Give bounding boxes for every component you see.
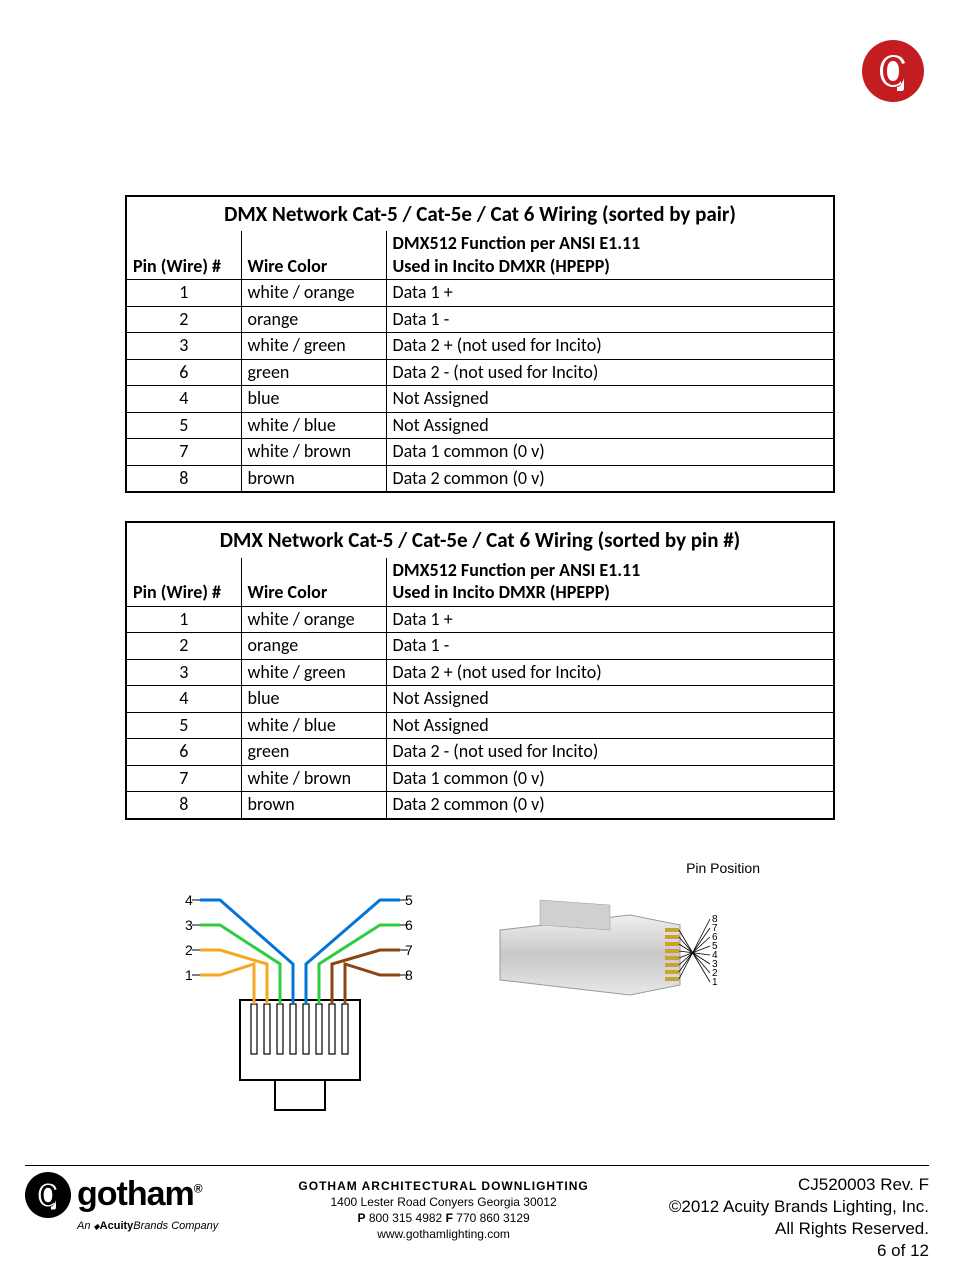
- footer-brand: gotham® An ◆AcuityBrands Company: [25, 1172, 218, 1232]
- function-cell: Data 2 + (not used for Incito): [386, 659, 834, 686]
- color-cell: white / blue: [241, 712, 386, 739]
- pin-cell: 6: [126, 739, 241, 766]
- color-cell: orange: [241, 306, 386, 333]
- acuity-tagline: An ◆AcuityBrands Company: [77, 1220, 218, 1232]
- gotham-logo-icon: [25, 1172, 71, 1218]
- gotham-wordmark: gotham®: [77, 1175, 202, 1214]
- table-row: 6greenData 2 - (not used for Incito): [126, 359, 834, 386]
- table-row: 2orangeData 1 -: [126, 633, 834, 660]
- pin-cell: 5: [126, 712, 241, 739]
- brand-logo-icon: [862, 40, 924, 102]
- pin-cell: 7: [126, 439, 241, 466]
- table-row: 8brownData 2 common (0 v): [126, 792, 834, 819]
- svg-text:5: 5: [405, 892, 413, 908]
- footer-address: GOTHAM ARCHITECTURAL DOWNLIGHTING 1400 L…: [298, 1172, 588, 1243]
- table-row: 1white / orangeData 1 +: [126, 606, 834, 633]
- color-cell: white / blue: [241, 412, 386, 439]
- function-cell: Data 1 common (0 v): [386, 765, 834, 792]
- function-cell: Not Assigned: [386, 686, 834, 713]
- main-content: DMX Network Cat-5 / Cat-5e / Cat 6 Wirin…: [125, 195, 835, 848]
- color-cell: blue: [241, 686, 386, 713]
- pin-cell: 1: [126, 606, 241, 633]
- color-cell: white / brown: [241, 765, 386, 792]
- pin-cell: 8: [126, 465, 241, 492]
- color-cell: green: [241, 739, 386, 766]
- svg-text:8: 8: [712, 914, 718, 925]
- color-cell: green: [241, 359, 386, 386]
- col-header: Wire Color: [241, 558, 386, 607]
- table-row: 7white / brownData 1 common (0 v): [126, 765, 834, 792]
- color-cell: brown: [241, 465, 386, 492]
- rj45-wiring-diagram: 1 2 3 4 5 6 7 8: [180, 850, 420, 1130]
- pin-cell: 2: [126, 633, 241, 660]
- function-cell: Not Assigned: [386, 712, 834, 739]
- pin-cell: 4: [126, 386, 241, 413]
- color-cell: white / green: [241, 333, 386, 360]
- color-cell: orange: [241, 633, 386, 660]
- col-header: DMX512 Function per ANSI E1.11Used in In…: [386, 558, 834, 607]
- svg-text:4: 4: [185, 892, 193, 908]
- table-row: 4blueNot Assigned: [126, 686, 834, 713]
- table-row: 2orangeData 1 -: [126, 306, 834, 333]
- color-cell: white / orange: [241, 280, 386, 307]
- col-header: DMX512 Function per ANSI E1.11Used in In…: [386, 231, 834, 280]
- table-row: 5white / blueNot Assigned: [126, 712, 834, 739]
- table-title: DMX Network Cat-5 / Cat-5e / Cat 6 Wirin…: [126, 196, 834, 231]
- pin-cell: 2: [126, 306, 241, 333]
- pin-cell: 1: [126, 280, 241, 307]
- svg-text:1: 1: [185, 967, 193, 983]
- wiring-table-by-pin: DMX Network Cat-5 / Cat-5e / Cat 6 Wirin…: [125, 521, 835, 819]
- pin-cell: 4: [126, 686, 241, 713]
- svg-text:8: 8: [405, 967, 413, 983]
- color-cell: brown: [241, 792, 386, 819]
- table-row: 3white / greenData 2 + (not used for Inc…: [126, 333, 834, 360]
- col-header: Wire Color: [241, 231, 386, 280]
- color-cell: white / brown: [241, 439, 386, 466]
- rj45-connector-photo: Pin Position 12345678: [480, 860, 780, 1030]
- page-footer: gotham® An ◆AcuityBrands Company GOTHAM …: [25, 1165, 929, 1262]
- svg-text:6: 6: [405, 917, 413, 933]
- pin-cell: 8: [126, 792, 241, 819]
- pin-cell: 6: [126, 359, 241, 386]
- table-row: 5white / blueNot Assigned: [126, 412, 834, 439]
- pin-cell: 7: [126, 765, 241, 792]
- function-cell: Data 1 -: [386, 633, 834, 660]
- table-row: 4blueNot Assigned: [126, 386, 834, 413]
- table-row: 3white / greenData 2 + (not used for Inc…: [126, 659, 834, 686]
- color-cell: blue: [241, 386, 386, 413]
- table-row: 8brownData 2 common (0 v): [126, 465, 834, 492]
- table-row: 6greenData 2 - (not used for Incito): [126, 739, 834, 766]
- pin-position-label: Pin Position: [686, 860, 760, 876]
- col-header: Pin (Wire) #: [126, 558, 241, 607]
- diagrams-row: 1 2 3 4 5 6 7 8 Pin Position 12345678: [125, 850, 835, 1150]
- color-cell: white / green: [241, 659, 386, 686]
- function-cell: Data 2 - (not used for Incito): [386, 359, 834, 386]
- function-cell: Not Assigned: [386, 412, 834, 439]
- function-cell: Data 2 + (not used for Incito): [386, 333, 834, 360]
- table-row: 1white / orangeData 1 +: [126, 280, 834, 307]
- function-cell: Data 2 - (not used for Incito): [386, 739, 834, 766]
- function-cell: Data 2 common (0 v): [386, 465, 834, 492]
- table-title: DMX Network Cat-5 / Cat-5e / Cat 6 Wirin…: [126, 522, 834, 557]
- svg-text:3: 3: [185, 917, 193, 933]
- pin-cell: 5: [126, 412, 241, 439]
- pin-cell: 3: [126, 659, 241, 686]
- function-cell: Data 1 -: [386, 306, 834, 333]
- table-row: 7white / brownData 1 common (0 v): [126, 439, 834, 466]
- footer-docinfo: CJ520003 Rev. F ©2012 Acuity Brands Ligh…: [669, 1172, 929, 1262]
- function-cell: Not Assigned: [386, 386, 834, 413]
- wiring-table-by-pair: DMX Network Cat-5 / Cat-5e / Cat 6 Wirin…: [125, 195, 835, 493]
- function-cell: Data 1 common (0 v): [386, 439, 834, 466]
- function-cell: Data 1 +: [386, 606, 834, 633]
- color-cell: white / orange: [241, 606, 386, 633]
- function-cell: Data 2 common (0 v): [386, 792, 834, 819]
- svg-text:7: 7: [405, 942, 413, 958]
- function-cell: Data 1 +: [386, 280, 834, 307]
- col-header: Pin (Wire) #: [126, 231, 241, 280]
- svg-text:2: 2: [185, 942, 193, 958]
- pin-cell: 3: [126, 333, 241, 360]
